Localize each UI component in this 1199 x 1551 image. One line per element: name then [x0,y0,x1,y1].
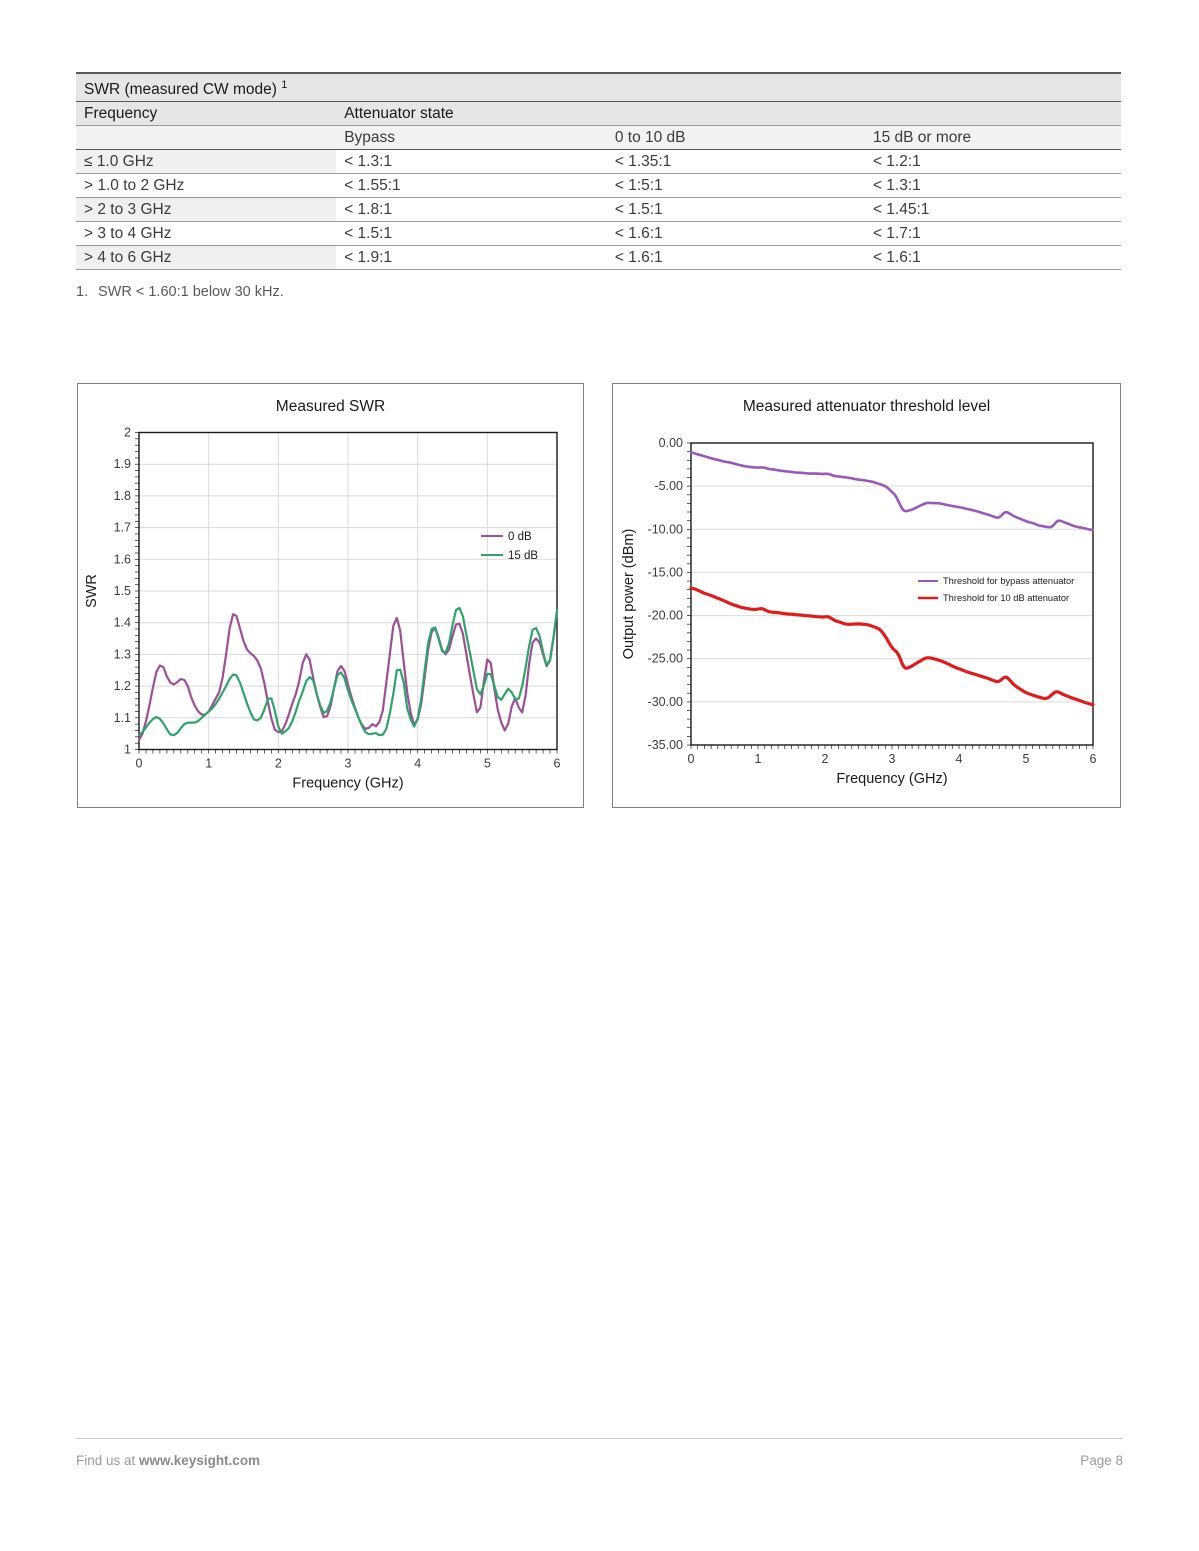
svg-text:2: 2 [124,426,131,440]
svg-text:1: 1 [755,752,762,766]
svg-text:-20.00: -20.00 [648,609,683,623]
svg-text:-30.00: -30.00 [648,695,683,709]
svg-text:15 dB: 15 dB [508,550,538,562]
svg-text:0.00: 0.00 [659,436,683,450]
svg-text:Threshold for 10 dB attenuator: Threshold for 10 dB attenuator [943,593,1069,603]
svg-text:-25.00: -25.00 [648,652,683,666]
svg-text:6: 6 [1090,752,1097,766]
svg-text:1.3: 1.3 [114,647,131,661]
svg-text:0 dB: 0 dB [508,531,532,543]
svg-text:1: 1 [124,743,131,757]
svg-text:5: 5 [484,757,491,771]
svg-text:0: 0 [688,752,695,766]
svg-text:-15.00: -15.00 [648,565,683,579]
svg-text:1.7: 1.7 [114,521,131,535]
svg-text:4: 4 [956,752,963,766]
svg-text:SWR: SWR [84,574,100,608]
svg-text:6: 6 [554,757,561,771]
svg-text:-10.00: -10.00 [648,522,683,536]
svg-text:2: 2 [275,757,282,771]
svg-text:4: 4 [414,757,421,771]
svg-text:1.5: 1.5 [114,584,131,598]
svg-text:1.6: 1.6 [114,552,131,566]
svg-text:Threshold for bypass attenuato: Threshold for bypass attenuator [943,576,1074,586]
svg-text:Frequency (GHz): Frequency (GHz) [292,776,403,792]
svg-text:1.4: 1.4 [114,616,131,630]
svg-text:0: 0 [136,757,143,771]
svg-text:Frequency (GHz): Frequency (GHz) [836,771,947,787]
svg-text:1.2: 1.2 [114,679,131,693]
svg-text:5: 5 [1023,752,1030,766]
svg-text:3: 3 [345,757,352,771]
svg-text:-5.00: -5.00 [655,479,684,493]
svg-text:-35.00: -35.00 [648,738,683,752]
svg-text:1: 1 [205,757,212,771]
svg-text:1.9: 1.9 [114,457,131,471]
svg-text:3: 3 [889,752,896,766]
svg-text:2: 2 [822,752,829,766]
svg-text:Output power (dBm): Output power (dBm) [621,529,637,660]
svg-text:1.1: 1.1 [114,711,131,725]
svg-text:1.8: 1.8 [114,489,131,503]
